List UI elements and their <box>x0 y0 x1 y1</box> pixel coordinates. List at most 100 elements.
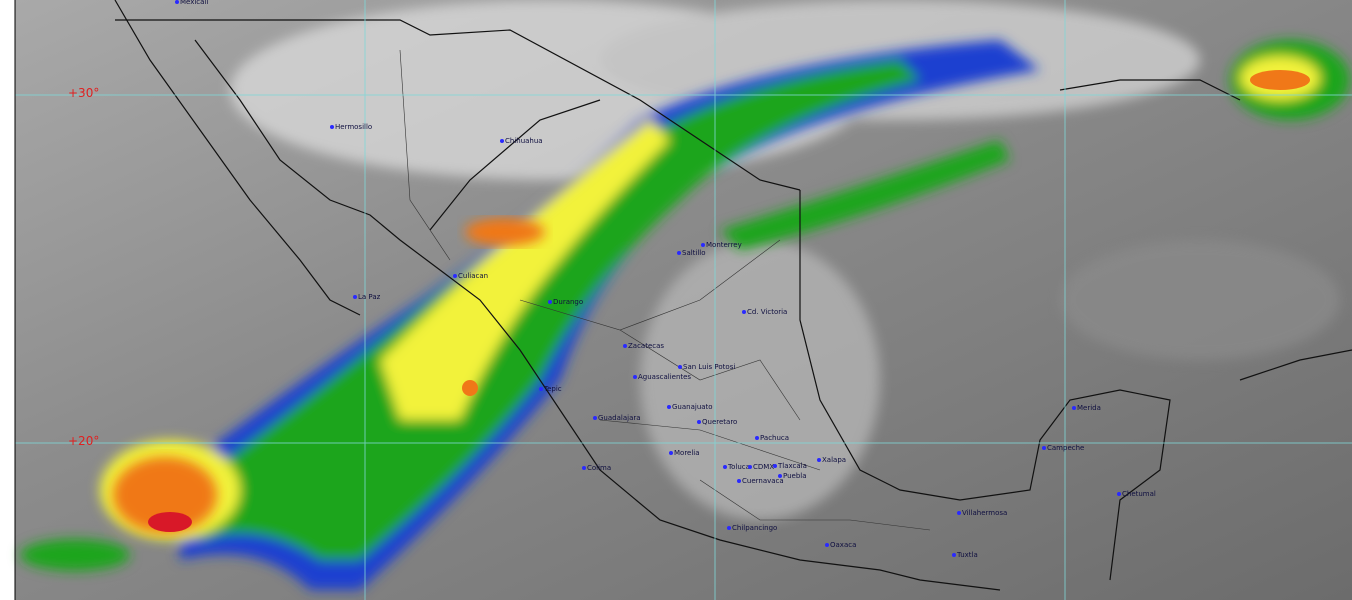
city-dot-icon <box>453 274 457 278</box>
city-dot-icon <box>1042 446 1046 450</box>
city-name: Tlaxcala <box>778 462 807 470</box>
city-marker: Toluca <box>723 463 750 471</box>
city-name: Chilpancingo <box>732 524 778 532</box>
city-marker: Aguascalientes <box>633 373 691 381</box>
city-name: Oaxaca <box>830 541 857 549</box>
city-name: CDMX <box>753 463 775 471</box>
city-dot-icon <box>1072 406 1076 410</box>
city-name: Campeche <box>1047 444 1085 452</box>
city-name: Villahermosa <box>962 509 1008 517</box>
city-marker: Culiacan <box>453 272 488 280</box>
city-dot-icon <box>755 436 759 440</box>
city-dot-icon <box>593 416 597 420</box>
city-dot-icon <box>677 251 681 255</box>
city-name: Chihuahua <box>505 137 543 145</box>
city-dot-icon <box>582 466 586 470</box>
city-dot-icon <box>737 479 741 483</box>
city-name: Cuernavaca <box>742 477 784 485</box>
city-dot-icon <box>500 139 504 143</box>
city-dot-icon <box>773 464 777 468</box>
city-dot-icon <box>817 458 821 462</box>
city-marker: Villahermosa <box>957 509 1007 517</box>
latitude-label-30: +30° <box>68 86 100 100</box>
city-name: Tepic <box>544 385 562 393</box>
city-marker: Puebla <box>778 472 807 480</box>
city-marker: Chetumal <box>1117 490 1156 498</box>
city-name: Durango <box>553 298 584 306</box>
city-name: San Luis Potosi <box>683 363 736 371</box>
city-marker: Queretaro <box>697 418 737 426</box>
city-name: Tuxtla <box>957 551 978 559</box>
city-marker: Pachuca <box>755 434 789 442</box>
city-dot-icon <box>330 125 334 129</box>
city-marker: Monterrey <box>701 241 742 249</box>
city-dot-icon <box>669 451 673 455</box>
state-borders <box>399 49 931 531</box>
city-marker: Tlaxcala <box>773 462 807 470</box>
city-marker: Campeche <box>1042 444 1084 452</box>
city-dot-icon <box>678 365 682 369</box>
city-name: Cd. Victoria <box>747 308 788 316</box>
city-name: Morelia <box>674 449 700 457</box>
city-dot-icon <box>548 300 552 304</box>
city-dot-icon <box>701 243 705 247</box>
city-marker: Tepic <box>539 385 562 393</box>
city-dot-icon <box>353 295 357 299</box>
city-name: Culiacan <box>458 272 489 280</box>
city-marker: Xalapa <box>817 456 846 464</box>
city-name: Aguascalientes <box>638 373 692 381</box>
city-marker: Chilpancingo <box>727 524 777 532</box>
city-name: Hermosillo <box>335 123 373 131</box>
latitude-label-20: +20° <box>68 434 100 448</box>
city-marker: Durango <box>548 298 583 306</box>
city-marker: Zacatecas <box>623 342 664 350</box>
city-marker: Chihuahua <box>500 137 543 145</box>
city-marker: Hermosillo <box>330 123 372 131</box>
city-dot-icon <box>778 474 782 478</box>
city-name: Guadalajara <box>598 414 641 422</box>
city-marker: Colima <box>582 464 611 472</box>
city-dot-icon <box>748 465 752 469</box>
city-marker: Cd. Victoria <box>742 308 787 316</box>
city-dot-icon <box>175 0 179 4</box>
city-dot-icon <box>742 310 746 314</box>
city-name: Guanajuato <box>672 403 713 411</box>
storm-cores <box>113 70 1310 533</box>
city-marker: CDMX <box>748 463 774 471</box>
city-dot-icon <box>667 405 671 409</box>
city-name: Merida <box>1077 404 1101 412</box>
city-dot-icon <box>623 344 627 348</box>
city-marker: Oaxaca <box>825 541 856 549</box>
city-name: Queretaro <box>702 418 738 426</box>
city-dot-icon <box>539 387 543 391</box>
city-marker: Morelia <box>669 449 700 457</box>
city-dot-icon <box>633 375 637 379</box>
city-dot-icon <box>723 465 727 469</box>
city-marker: Guanajuato <box>667 403 713 411</box>
city-name: Xalapa <box>822 456 847 464</box>
city-dot-icon <box>825 543 829 547</box>
city-name: Pachuca <box>760 434 790 442</box>
city-marker: Cuernavaca <box>737 477 784 485</box>
city-name: Saltillo <box>682 249 706 257</box>
city-marker: Guadalajara <box>593 414 641 422</box>
city-name: La Paz <box>358 293 381 301</box>
city-marker: Tuxtla <box>952 551 978 559</box>
city-dot-icon <box>697 420 701 424</box>
city-marker: Saltillo <box>677 249 706 257</box>
city-name: Toluca <box>728 463 750 471</box>
city-dot-icon <box>1117 492 1121 496</box>
city-name: Mexicali <box>180 0 209 6</box>
city-dot-icon <box>727 526 731 530</box>
city-marker: Mexicali <box>175 0 208 6</box>
city-name: Zacatecas <box>628 342 665 350</box>
city-marker: San Luis Potosi <box>678 363 735 371</box>
graticule <box>15 0 1352 600</box>
city-name: Monterrey <box>706 241 742 249</box>
city-name: Puebla <box>783 472 807 480</box>
city-name: Colima <box>587 464 612 472</box>
city-name: Chetumal <box>1122 490 1156 498</box>
city-dot-icon <box>952 553 956 557</box>
city-dot-icon <box>957 511 961 515</box>
